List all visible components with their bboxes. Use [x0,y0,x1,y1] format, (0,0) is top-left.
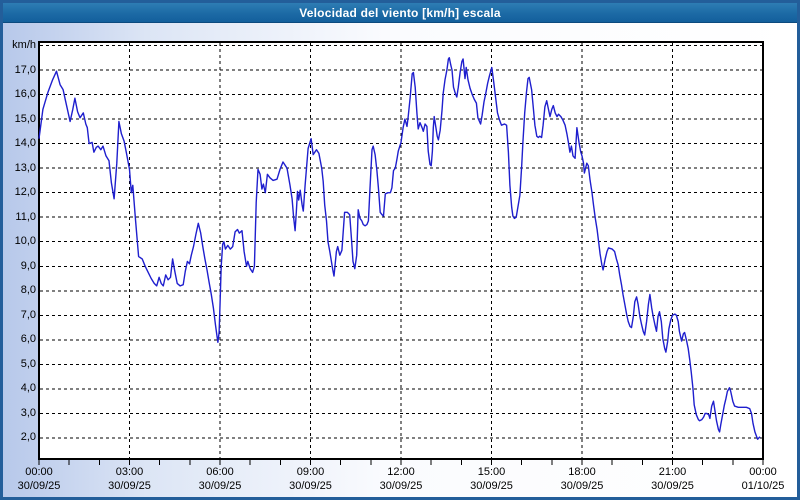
wind-speed-line [38,57,761,440]
y-axis-tick-label: 13,0 [14,161,36,174]
y-axis-tick-label: 7,0 [20,308,36,321]
y-axis-tick-label: 3,0 [20,406,36,419]
y-axis-tick-label: 12,0 [14,186,36,199]
y-axis-tick-label: 2,0 [20,431,36,444]
x-axis-date-label: 30/09/25 [651,480,694,492]
y-axis-tick-label: 6,0 [20,333,36,346]
y-axis-tick-label: 16,0 [14,88,36,101]
x-axis-time-label: 00:00 [25,466,53,478]
x-axis-time-label: 15:00 [477,466,506,478]
y-axis-tick-label: 8,0 [20,284,36,297]
x-axis-date-label: 30/09/25 [560,480,604,492]
y-axis-tick-label: 15,0 [14,112,36,125]
x-axis-date-label: 30/09/25 [289,480,332,492]
x-axis-time-label: 06:00 [206,466,234,478]
x-axis-time-label: 00:00 [749,466,777,478]
x-axis-date-label: 30/09/25 [379,480,423,492]
x-axis-date-label: 30/09/25 [108,480,151,492]
x-axis-time-label: 21:00 [658,466,687,478]
x-axis-date-label: 01/10/25 [741,480,785,492]
y-axis-tick-label: 11,0 [15,210,36,223]
y-axis-tick-label: 5,0 [20,357,36,370]
x-axis-date-label: 30/09/25 [198,480,242,492]
title-bar: Velocidad del viento [km/h] escala [3,3,797,23]
y-axis-unit-label: km/h [12,39,36,51]
x-axis-time-label: 12:00 [387,466,415,478]
x-axis-date-label: 30/09/25 [470,480,513,492]
y-axis-tick-label: 14,0 [14,137,36,150]
x-axis-time-label: 18:00 [568,466,596,478]
chart-title: Velocidad del viento [km/h] escala [299,6,501,20]
x-axis-date-label: 30/09/25 [17,480,61,492]
y-axis-tick-label: 10,0 [14,235,36,248]
y-axis-tick-label: 17,0 [14,63,36,76]
x-axis-time-label: 09:00 [296,466,325,478]
y-axis-tick-label: 4,0 [20,382,36,395]
y-axis-tick-label: 9,0 [20,259,36,272]
x-axis-time-label: 03:00 [115,466,144,478]
chart-canvas [38,41,764,465]
